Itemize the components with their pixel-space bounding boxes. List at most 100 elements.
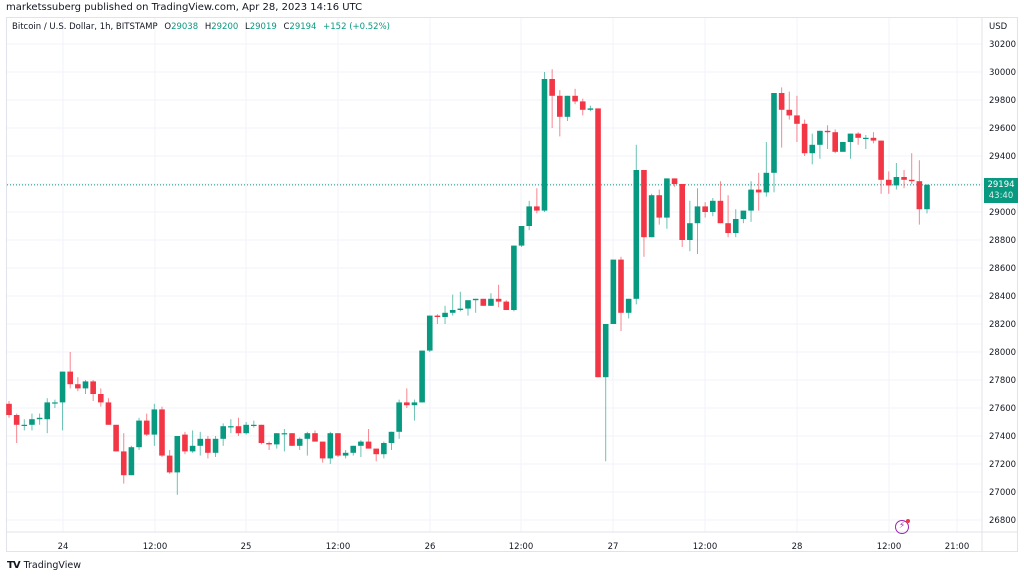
candle xyxy=(98,394,104,403)
x-tick-label: 27 xyxy=(608,542,619,552)
candle xyxy=(235,426,242,434)
candle xyxy=(128,447,135,476)
candle xyxy=(350,445,357,453)
candle xyxy=(755,189,762,193)
open-value: 29038 xyxy=(171,22,199,32)
y-tick-label: 30200 xyxy=(989,40,1016,50)
candle xyxy=(725,223,731,233)
last-price-value: 29194 xyxy=(987,180,1015,190)
candle xyxy=(855,133,861,138)
candle xyxy=(174,436,181,473)
candle xyxy=(388,431,395,443)
candle xyxy=(794,115,800,124)
candle xyxy=(572,95,578,102)
candle xyxy=(557,95,563,117)
candle xyxy=(151,409,158,435)
candle xyxy=(809,144,816,154)
x-tick-label: 26 xyxy=(425,542,436,552)
candle xyxy=(740,210,747,219)
candle xyxy=(197,438,204,446)
candle xyxy=(342,452,349,456)
y-tick-label: 28800 xyxy=(989,236,1016,246)
candle xyxy=(159,409,165,456)
candle xyxy=(36,417,43,420)
candle xyxy=(916,181,923,210)
candle xyxy=(189,445,196,452)
candle xyxy=(633,170,640,299)
candle xyxy=(518,226,525,246)
candle xyxy=(212,438,219,453)
candle xyxy=(228,426,234,428)
candle xyxy=(304,433,311,439)
candle xyxy=(534,206,540,211)
ohlc-legend: Bitcoin / U.S. Dollar, 1h, BITSTAMP O290… xyxy=(12,22,390,32)
candle xyxy=(434,315,441,317)
candle xyxy=(687,223,693,240)
candle xyxy=(771,93,777,173)
x-tick-label: 12:00 xyxy=(693,542,718,552)
candle xyxy=(29,419,35,425)
candle xyxy=(266,443,272,445)
candle xyxy=(885,179,892,186)
x-tick-label: 12:00 xyxy=(326,542,351,552)
y-tick-label: 29600 xyxy=(989,124,1016,134)
low-label: L xyxy=(244,22,250,32)
candle xyxy=(75,384,81,389)
candle xyxy=(847,133,854,142)
candle xyxy=(832,132,838,152)
high-value: 29200 xyxy=(211,22,239,32)
candle xyxy=(717,200,724,224)
candle xyxy=(327,433,334,459)
candle xyxy=(511,245,517,310)
low-value: 29019 xyxy=(249,22,277,32)
candle xyxy=(587,108,594,110)
x-tick-label: 12:00 xyxy=(877,542,902,552)
candle xyxy=(13,415,20,425)
candle xyxy=(381,443,387,455)
y-tick-label: 30000 xyxy=(989,68,1016,78)
y-tick-label: 27800 xyxy=(989,376,1016,386)
candle xyxy=(457,308,464,310)
symbol-title: Bitcoin / U.S. Dollar, 1h, BITSTAMP xyxy=(12,22,158,32)
candle xyxy=(671,178,678,184)
y-tick-label: 27000 xyxy=(989,488,1016,498)
lightning-icon[interactable]: ⚡ xyxy=(895,519,910,534)
candle xyxy=(602,324,609,378)
candle xyxy=(90,381,96,394)
candle xyxy=(526,206,532,226)
candle xyxy=(472,298,479,301)
chart-frame xyxy=(6,17,1018,552)
y-tick-label: 28200 xyxy=(989,320,1016,330)
candle xyxy=(579,101,586,110)
candle xyxy=(419,350,425,403)
candle xyxy=(319,441,326,459)
candle xyxy=(480,298,487,306)
y-tick-label: 28400 xyxy=(989,292,1016,302)
candle xyxy=(426,315,433,351)
candle xyxy=(335,433,341,456)
candle xyxy=(105,402,112,425)
candle xyxy=(67,371,73,385)
candle xyxy=(863,137,869,139)
bar-countdown: 43:40 xyxy=(988,191,1014,201)
change-value: +152 (+0.52%) xyxy=(323,22,390,32)
y-tick-label: 28000 xyxy=(989,348,1016,358)
x-tick-label: 12:00 xyxy=(509,542,534,552)
candle xyxy=(924,184,930,210)
candle xyxy=(618,259,624,313)
candle xyxy=(404,402,410,406)
candle xyxy=(664,178,670,218)
candle xyxy=(541,79,548,211)
candle xyxy=(258,424,265,443)
candle xyxy=(549,79,555,96)
y-tick-label: 29000 xyxy=(989,208,1016,218)
candle xyxy=(595,108,601,378)
candle xyxy=(786,109,793,116)
candle xyxy=(281,433,288,435)
last-price-tag: 29194 43:40 xyxy=(984,178,1018,203)
candle xyxy=(6,403,12,415)
candle xyxy=(442,312,448,317)
published-caption: marketssuberg published on TradingView.c… xyxy=(6,2,363,13)
candle xyxy=(732,219,739,233)
